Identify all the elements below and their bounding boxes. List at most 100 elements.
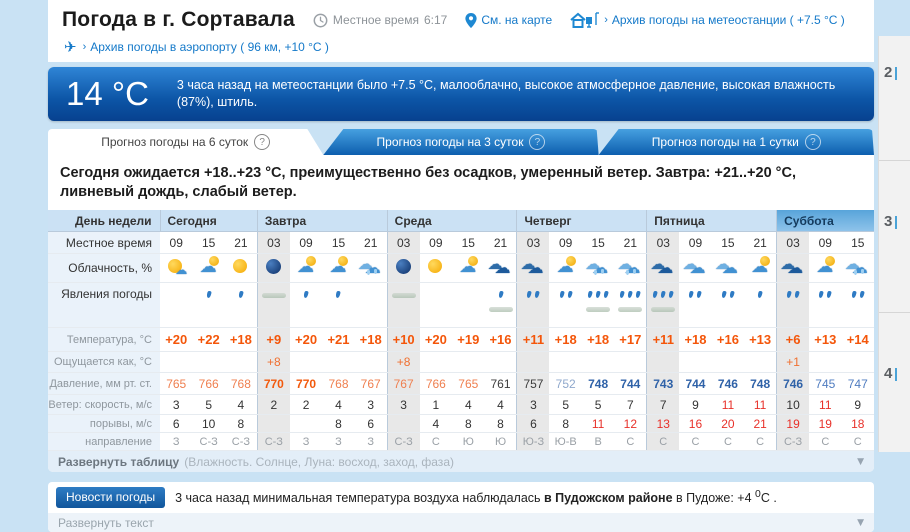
cell-wind_speed: 3 — [160, 394, 193, 415]
cell-phenomena — [711, 282, 745, 328]
cell-feels_like — [809, 351, 842, 373]
cell-wind_speed: 11 — [711, 394, 745, 415]
cell-wind_direction: С-З — [192, 432, 225, 451]
cell-pressure: 752 — [549, 372, 582, 395]
cell-cloudiness — [419, 253, 453, 283]
cell-cloudiness: ☁ ☁ — [354, 253, 388, 283]
cell-wind_speed: 3 — [354, 394, 388, 415]
cell-cloudiness: ☁ — [289, 253, 323, 283]
cell-wind_gusts: 8 — [484, 414, 517, 433]
cell-feels_like: +8 — [256, 351, 290, 373]
tab-forecast-3-days[interactable]: Прогноз погоды на 3 суток ? — [323, 129, 598, 155]
row-temperature: Температура, °C +20 +22 +18 +9 +20 +21 +18 +10 +2… — [48, 327, 874, 352]
cell-wind_speed: 9 — [679, 394, 712, 415]
cell-wind_gusts: 12 — [614, 414, 647, 433]
cell-time: 21 — [224, 231, 258, 254]
station-archive-link[interactable]: › Архив погоды на метеостанции ( +7.5 °C… — [570, 11, 845, 29]
cell-time: 21 — [744, 231, 777, 254]
cell-cloudiness: ☁ ☁ — [614, 253, 647, 283]
cell-phenomena — [192, 282, 225, 328]
cell-pressure: 743 — [646, 372, 680, 395]
cell-temperature: +16 — [711, 327, 745, 352]
cell-wind_speed: 7 — [614, 394, 647, 415]
cell-feels_like — [581, 351, 615, 373]
cell-wind_direction: З — [322, 432, 355, 451]
help-icon[interactable]: ? — [805, 134, 821, 150]
map-link[interactable]: См. на карте — [465, 12, 552, 28]
day-header: Суббота — [776, 210, 874, 232]
forecast-table: День недели Сегодня Завтра Среда Четверг Пятн… — [48, 210, 874, 451]
row-label: Явления погоды — [48, 282, 160, 328]
cell-cloudiness: ☁ ☁ — [484, 253, 517, 283]
cell-wind_gusts: 8 — [452, 414, 485, 433]
cell-temperature: +18 — [549, 327, 582, 352]
cell-time: 21 — [614, 231, 647, 254]
page-header: Погода в г. Сортавала Местное время 6:17… — [48, 0, 874, 62]
cell-pressure: 768 — [224, 372, 258, 395]
cell-pressure: 766 — [192, 372, 225, 395]
cell-time: 09 — [809, 231, 842, 254]
day-header: Пятница — [646, 210, 777, 232]
cell-wind_gusts: 6 — [160, 414, 193, 433]
row-label: порывы, м/с — [48, 414, 160, 433]
current-weather-banner: 14 °C 3 часа назад на метеостанции было … — [48, 67, 874, 121]
cell-feels_like — [289, 351, 323, 373]
cell-cloudiness: ☁ — [192, 253, 225, 283]
cell-wind_speed: 5 — [549, 394, 582, 415]
expand-news-bar[interactable]: Развернуть текст ▼ — [48, 513, 874, 532]
cell-time: 03 — [516, 231, 550, 254]
weather-station-icon — [570, 12, 600, 28]
expand-table-bar[interactable]: Развернуть таблицу (Влажность. Солнце, Л… — [48, 451, 874, 472]
cell-feels_like — [614, 351, 647, 373]
cell-feels_like — [679, 351, 712, 373]
cell-time: 15 — [452, 231, 485, 254]
forecast-panel: Сегодня ожидается +18..+23 °C, преимущес… — [48, 155, 874, 472]
cell-temperature: +14 — [841, 327, 874, 352]
cell-feels_like — [224, 351, 258, 373]
cell-pressure: 744 — [614, 372, 647, 395]
cell-feels_like — [711, 351, 745, 373]
cell-wind_gusts: 20 — [711, 414, 745, 433]
tab-forecast-6-days[interactable]: Прогноз погоды на 6 суток ? — [48, 129, 323, 155]
cell-phenomena — [419, 282, 453, 328]
cell-feels_like — [516, 351, 550, 373]
tab-forecast-1-day[interactable]: Прогноз погоды на 1 сутки ? — [599, 129, 874, 155]
airport-archive-link[interactable]: › Архив погоды в аэропорту ( 96 км, +10 … — [82, 40, 329, 54]
cell-temperature: +20 — [289, 327, 323, 352]
cell-temperature: +18 — [354, 327, 388, 352]
row-label: Ветер: скорость, м/с — [48, 394, 160, 415]
cell-wind_direction: С — [711, 432, 745, 451]
cell-phenomena — [354, 282, 388, 328]
cell-wind_gusts — [386, 414, 420, 433]
side-list-item[interactable]: 2 — [879, 36, 910, 160]
cell-pressure: 768 — [322, 372, 355, 395]
cell-wind_speed: 9 — [841, 394, 874, 415]
cell-temperature: +18 — [224, 327, 258, 352]
side-list-item[interactable]: 4 — [879, 312, 910, 452]
cell-phenomena — [452, 282, 485, 328]
help-icon[interactable]: ? — [254, 134, 270, 150]
cell-cloudiness — [224, 253, 258, 283]
cell-wind_direction: С — [614, 432, 647, 451]
help-icon[interactable]: ? — [529, 134, 545, 150]
cell-time: 15 — [581, 231, 615, 254]
cell-temperature: +11 — [516, 327, 550, 352]
cell-feels_like — [744, 351, 777, 373]
current-conditions-text: 3 часа назад на метеостанции было +7.5 °… — [176, 78, 836, 109]
cell-phenomena — [809, 282, 842, 328]
row-label: Давление, мм рт. ст. — [48, 372, 160, 395]
airplane-icon: ✈ — [64, 38, 77, 56]
cell-cloudiness: ☁ — [160, 253, 193, 283]
cell-time: 09 — [679, 231, 712, 254]
map-pin-icon — [465, 12, 477, 28]
cell-wind_speed: 4 — [452, 394, 485, 415]
cell-pressure: 748 — [744, 372, 777, 395]
forecast-summary: Сегодня ожидается +18..+23 °C, преимущес… — [60, 165, 796, 200]
cell-temperature: +13 — [744, 327, 777, 352]
side-list-item[interactable]: 3 — [879, 160, 910, 312]
cell-pressure: 765 — [452, 372, 485, 395]
weather-news-button[interactable]: Новости погоды — [56, 487, 166, 508]
cell-wind_gusts: 6 — [516, 414, 550, 433]
cell-pressure: 746 — [711, 372, 745, 395]
cell-wind_speed: 5 — [192, 394, 225, 415]
